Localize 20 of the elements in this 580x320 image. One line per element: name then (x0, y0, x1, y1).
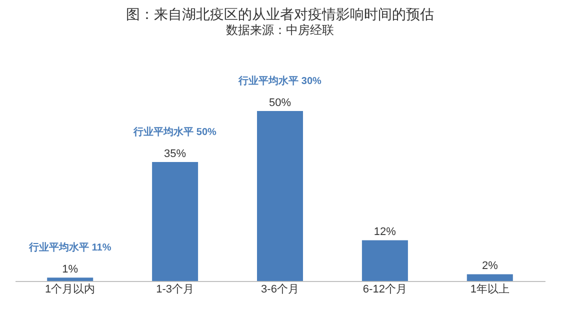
bar (362, 240, 408, 281)
bar (47, 278, 94, 281)
bar (152, 162, 198, 281)
data-label: 2% (482, 260, 498, 272)
bar (466, 274, 513, 281)
bar (257, 111, 303, 281)
x-tick-label: 1年以上 (470, 282, 510, 296)
x-tick-label: 6-12个月 (362, 284, 407, 296)
x-tick-label: 1个月以内 (45, 282, 96, 296)
x-tick-label: 1-3个月 (156, 284, 194, 296)
source-note: 数据来源：中房经联 (226, 23, 334, 37)
chart-title: 图：来自湖北疫区的从业者对疫情影响时间的预估 (126, 6, 434, 22)
text: 行业平均水平 30% (238, 75, 322, 87)
x-tick-label: 3-6个月 (261, 284, 299, 296)
data-label: 1% (62, 264, 78, 276)
data-label: 35% (164, 148, 186, 160)
data-label: 50% (268, 97, 292, 109)
annotation: 行业平均水平 50% (132, 126, 217, 138)
annotation: 行业平均水平 11% (28, 242, 112, 254)
data-label: 12% (374, 226, 396, 238)
